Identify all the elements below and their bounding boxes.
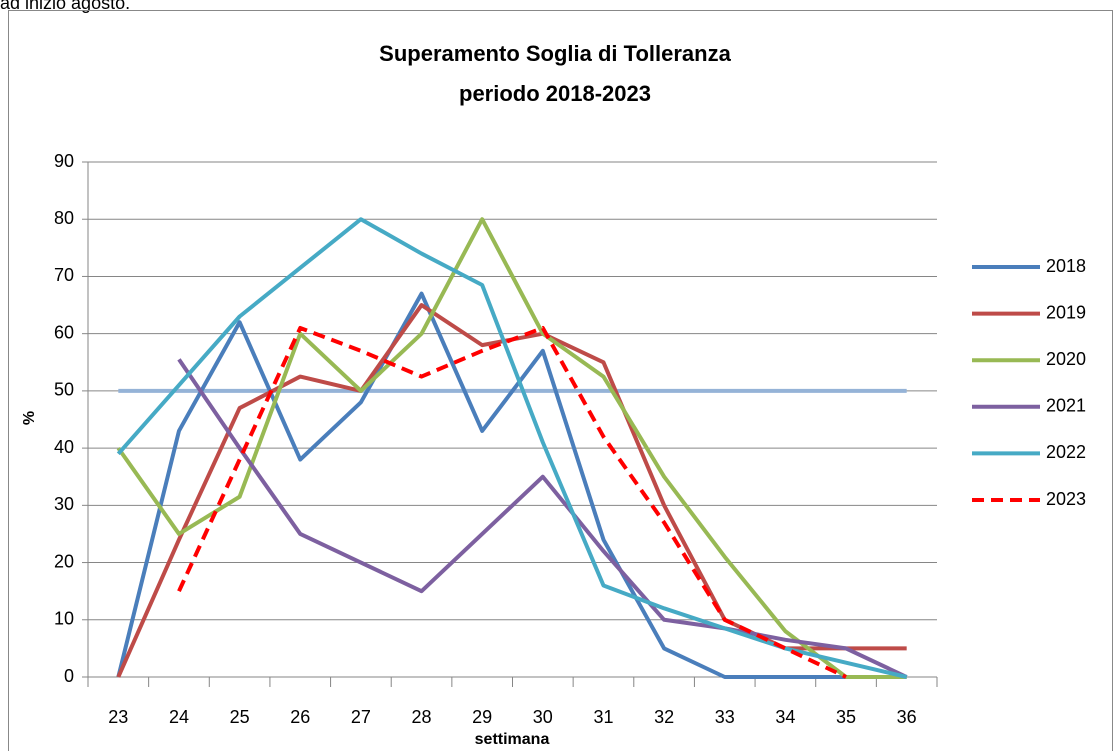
chart-border xyxy=(8,10,1113,751)
x-tick-label: 25 xyxy=(230,707,250,727)
chart-title: Superamento Soglia di Tolleranza xyxy=(379,41,731,66)
x-tick-label: 33 xyxy=(715,707,735,727)
x-tick-label: 29 xyxy=(472,707,492,727)
x-tick-label: 31 xyxy=(593,707,613,727)
x-tick-label: 32 xyxy=(654,707,674,727)
legend-label: 2019 xyxy=(1046,302,1086,322)
series-line xyxy=(116,217,907,679)
y-tick-label: 40 xyxy=(54,437,74,457)
x-tick-label: 27 xyxy=(351,707,371,727)
y-tick-label: 60 xyxy=(54,322,74,342)
legend-label: 2022 xyxy=(1046,442,1086,462)
y-tick-label: 80 xyxy=(54,208,74,228)
series-line xyxy=(116,291,907,679)
x-tick-label: 28 xyxy=(412,707,432,727)
y-axis-label: % xyxy=(21,411,38,425)
x-tick-label: 34 xyxy=(775,707,795,727)
legend-label: 2020 xyxy=(1046,349,1086,369)
series-line xyxy=(177,358,908,679)
legend-label: 2023 xyxy=(1046,489,1086,509)
x-tick-label: 35 xyxy=(836,707,856,727)
chart-subtitle: periodo 2018-2023 xyxy=(459,81,651,106)
legend-label: 2018 xyxy=(1046,256,1086,276)
y-tick-label: 30 xyxy=(54,494,74,514)
y-tick-label: 50 xyxy=(54,380,74,400)
series-line xyxy=(177,325,847,679)
y-tick-label: 90 xyxy=(54,151,74,171)
x-tick-label: 30 xyxy=(533,707,553,727)
y-tick-label: 0 xyxy=(64,666,74,686)
legend-label: 2021 xyxy=(1046,396,1086,416)
x-tick-label: 24 xyxy=(169,707,189,727)
x-tick-label: 23 xyxy=(108,707,128,727)
y-tick-label: 70 xyxy=(54,265,74,285)
y-tick-label: 20 xyxy=(54,551,74,571)
top-text: ad inizio agosto. xyxy=(0,0,130,13)
x-tick-label: 36 xyxy=(897,707,917,727)
x-axis-label: settimana xyxy=(475,731,550,748)
x-tick-label: 26 xyxy=(290,707,310,727)
y-tick-label: 10 xyxy=(54,609,74,629)
